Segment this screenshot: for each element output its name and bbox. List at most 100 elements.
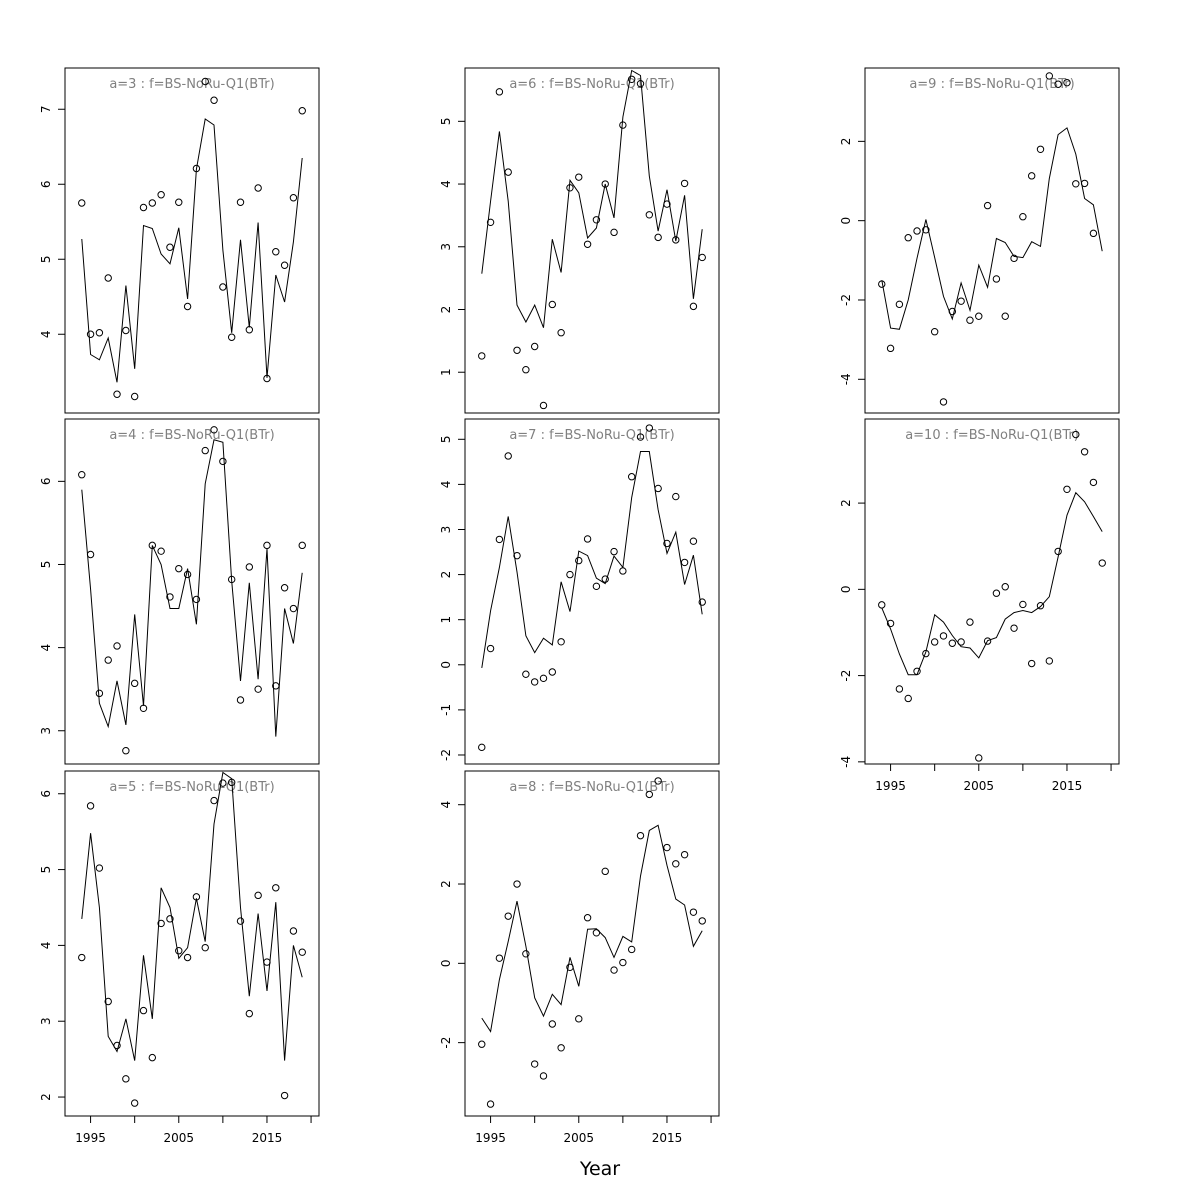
observed-point: [922, 226, 930, 234]
observed-point: [886, 619, 895, 628]
observed-point: [183, 570, 192, 579]
observed-point: [148, 541, 157, 550]
y-tick-label: 5: [39, 255, 53, 263]
observed-point: [1098, 559, 1106, 567]
observed-point: [513, 551, 521, 560]
fitted-line: [481, 451, 703, 668]
observed-point: [1080, 179, 1089, 188]
observed-point: [680, 850, 689, 859]
observed-point: [895, 300, 904, 309]
observed-point: [957, 638, 965, 646]
y-tick-label: 4: [39, 942, 53, 950]
observed-point: [1063, 78, 1071, 87]
observed-point: [236, 696, 245, 704]
observed-point: [166, 593, 174, 601]
observed-point: [878, 601, 886, 609]
observed-point: [95, 864, 104, 872]
observed-point: [254, 685, 262, 693]
y-tick-label: 4: [439, 801, 453, 809]
observed-point: [645, 211, 654, 219]
observed-point: [689, 302, 698, 311]
y-tick-label: 1: [439, 368, 453, 376]
observed-point: [183, 953, 192, 962]
y-tick-label: 6: [39, 478, 53, 486]
y-tick-label: 3: [39, 727, 53, 735]
y-tick-label: 5: [39, 866, 53, 874]
observed-point: [201, 446, 209, 455]
observed-point: [113, 390, 121, 398]
y-tick-label: -4: [839, 373, 853, 385]
observed-point: [78, 199, 86, 207]
observed-point: [948, 307, 957, 316]
observed-point: [539, 401, 548, 410]
observed-point: [236, 198, 245, 206]
x-tick-label: 2005: [563, 1131, 594, 1145]
observed-point: [130, 392, 139, 401]
x-tick-label: 2015: [252, 1131, 283, 1145]
observed-point: [575, 173, 583, 181]
observed-point: [130, 679, 139, 688]
observed-point: [895, 685, 904, 693]
fitted-line: [81, 118, 303, 383]
observed-point: [113, 1041, 121, 1050]
observed-point: [627, 945, 636, 954]
observed-point: [654, 233, 662, 242]
panel-2: a=4 : f=BS-NoRu-Q1(BTr) 3 4 5 6: [39, 418, 320, 765]
observed-point: [566, 184, 574, 192]
observed-point: [1089, 229, 1098, 238]
observed-point: [548, 300, 557, 309]
observed-point: [478, 1040, 486, 1048]
observed-point: [86, 550, 95, 559]
observed-point: [280, 584, 289, 592]
observed-point: [645, 790, 654, 799]
observed-point: [478, 352, 486, 360]
observed-point: [192, 893, 201, 901]
observed-point: [104, 656, 112, 664]
panel-4: a=6 : f=BS-NoRu-Q1(BTr) 1 2 3 4 5: [439, 67, 720, 414]
observed-point: [592, 929, 601, 937]
observed-point: [513, 880, 521, 888]
observed-point: [148, 1053, 157, 1062]
observed-point: [219, 283, 227, 291]
observed-point: [104, 274, 112, 282]
panel-6: a=8 : f=BS-NoRu-Q1(BTr) -2 0 2 4 1995 2005 2015: [439, 770, 720, 1145]
observed-point: [175, 198, 183, 206]
observed-point: [254, 891, 262, 900]
observed-point: [130, 1099, 139, 1107]
y-tick-label: -1: [439, 704, 453, 716]
observed-point: [1036, 602, 1045, 610]
observed-point: [663, 200, 671, 208]
observed-point: [619, 567, 627, 575]
observed-point: [122, 746, 130, 755]
observed-point: [495, 88, 504, 96]
observed-point: [245, 1009, 254, 1018]
observed-point: [610, 228, 618, 237]
observed-point: [522, 366, 530, 374]
observed-point: [166, 915, 174, 923]
observed-point: [557, 638, 565, 646]
observed-point: [495, 954, 504, 962]
plot-frame: [864, 418, 1120, 765]
fitted-line: [881, 491, 1103, 676]
panel-8: a=10 : f=BS-NoRu-Q1(BTr) -4 -2 0 2 1995 2005 20…: [839, 418, 1120, 793]
observed-point: [495, 535, 504, 544]
panel-title: a=5 : f=BS-NoRu-Q1(BTr): [109, 780, 274, 795]
observed-point: [122, 1075, 130, 1083]
plot-frame: [464, 67, 720, 414]
observed-point: [992, 275, 1001, 283]
observed-point: [1036, 145, 1045, 153]
fitted-line: [81, 439, 303, 737]
observed-point: [522, 670, 530, 678]
observed-point: [948, 639, 957, 647]
observed-point: [289, 927, 298, 935]
observed-point: [939, 632, 948, 640]
observed-point: [975, 754, 983, 762]
observed-point: [486, 644, 495, 653]
observed-point: [227, 575, 236, 584]
y-tick-label: -2: [839, 670, 853, 682]
observed-point: [272, 682, 280, 690]
observed-point: [104, 997, 112, 1006]
y-tick-label: 0: [839, 586, 853, 594]
observed-point: [139, 203, 148, 212]
